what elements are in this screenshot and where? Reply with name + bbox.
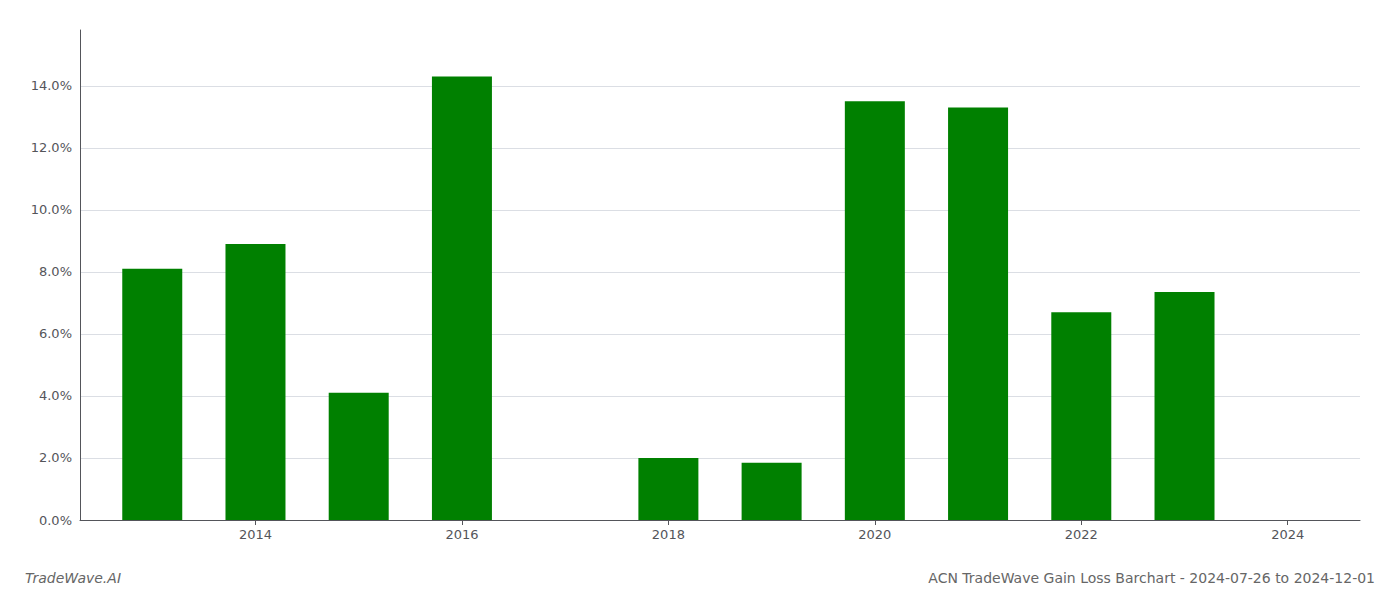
svg-text:6.0%: 6.0% (39, 326, 72, 341)
svg-text:10.0%: 10.0% (31, 202, 72, 217)
svg-text:4.0%: 4.0% (39, 388, 72, 403)
svg-text:0.0%: 0.0% (39, 513, 72, 528)
svg-text:8.0%: 8.0% (39, 264, 72, 279)
svg-text:2022: 2022 (1065, 527, 1098, 542)
svg-text:2024: 2024 (1271, 527, 1304, 542)
svg-text:2018: 2018 (652, 527, 685, 542)
svg-text:14.0%: 14.0% (31, 78, 72, 93)
svg-text:ACN TradeWave Gain Loss Barcha: ACN TradeWave Gain Loss Barchart - 2024-… (928, 570, 1375, 586)
svg-text:2014: 2014 (239, 527, 272, 542)
svg-text:2016: 2016 (445, 527, 478, 542)
svg-text:TradeWave.AI: TradeWave.AI (25, 570, 121, 586)
svg-text:2.0%: 2.0% (39, 450, 72, 465)
svg-text:2020: 2020 (858, 527, 891, 542)
svg-text:12.0%: 12.0% (31, 140, 72, 155)
